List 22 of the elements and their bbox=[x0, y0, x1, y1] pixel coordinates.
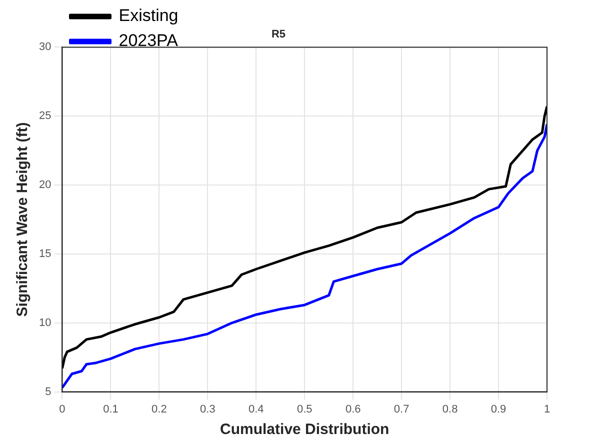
y-tick-label: 5 bbox=[45, 386, 52, 398]
legend-label: 2023PA bbox=[118, 31, 179, 50]
y-tick-label: 15 bbox=[38, 248, 52, 260]
y-tick-label: 30 bbox=[38, 41, 52, 54]
x-tick-label: 0.3 bbox=[200, 403, 216, 416]
y-axis-title: Significant Wave Height (ft) bbox=[14, 122, 32, 317]
x-tick-label: 1 bbox=[544, 403, 550, 416]
x-tick-label: 0.5 bbox=[296, 403, 312, 416]
x-tick-label: 0.6 bbox=[345, 403, 361, 416]
x-tick-label: 0.1 bbox=[103, 403, 118, 416]
y-tick-label: 25 bbox=[38, 110, 52, 122]
y-tick-label: 10 bbox=[38, 316, 52, 329]
chart-title: R5 bbox=[271, 28, 286, 41]
x-tick-label: 0.2 bbox=[152, 403, 167, 416]
y-tick-label: 20 bbox=[38, 179, 52, 192]
x-tick-label: 0.4 bbox=[248, 403, 264, 416]
x-tick-label: 0.7 bbox=[394, 403, 410, 416]
x-tick-label: 0.9 bbox=[490, 403, 506, 416]
x-tick-label: 0 bbox=[59, 403, 66, 416]
x-axis-title: Cumulative Distribution bbox=[220, 421, 390, 438]
x-tick-label: 0.8 bbox=[442, 403, 458, 416]
legend-label: Existing bbox=[118, 6, 178, 26]
